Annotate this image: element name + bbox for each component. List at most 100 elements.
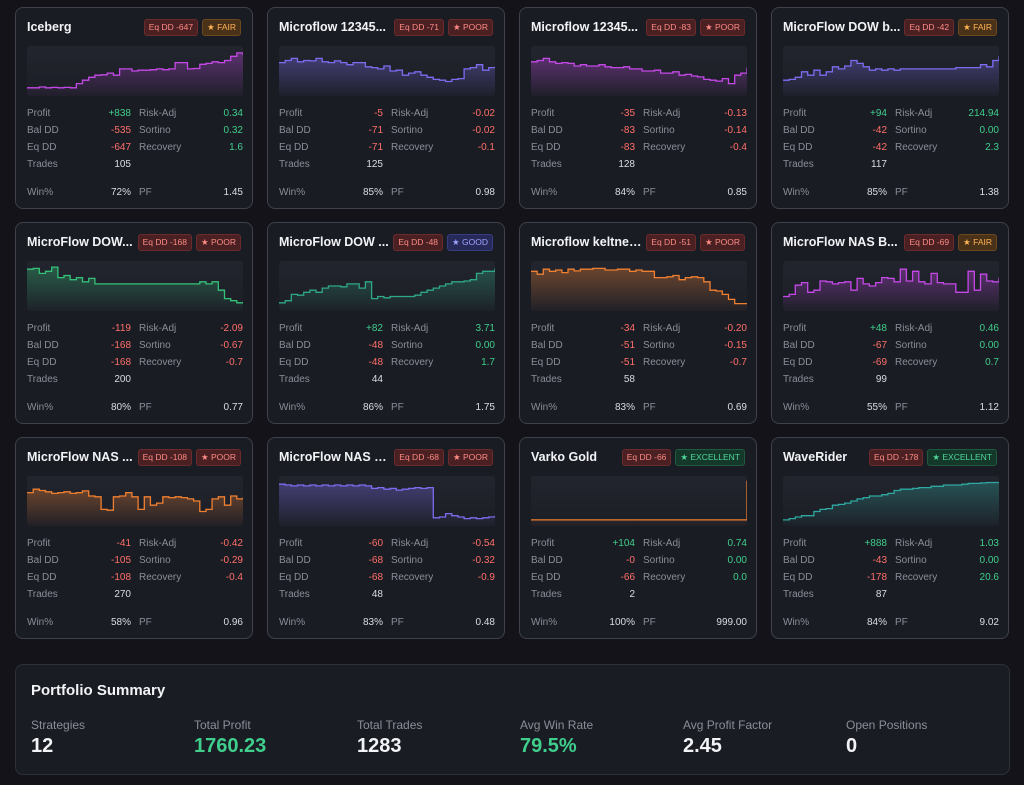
trades-value: 117 [871, 159, 887, 170]
sortino-label: Sortino [391, 125, 423, 136]
trades-label: Trades [279, 374, 310, 385]
recovery-label: Recovery [139, 357, 182, 368]
card-header: MicroFlow DOW ... Eq DD -48 ★ GOOD [279, 223, 493, 261]
pf-label: PF [391, 187, 404, 198]
strategy-name: Microflow keltner... [531, 235, 643, 249]
bal-dd-label: Bal DD [783, 125, 815, 136]
sortino-value: -0.29 [220, 555, 243, 566]
eq-dd-value: -168 [110, 357, 131, 368]
sparkline-fill [783, 56, 999, 96]
recovery-value: 20.6 [979, 572, 999, 583]
bal-dd-value: -43 [872, 555, 887, 566]
bal-dd-label: Bal DD [531, 555, 563, 566]
trades-value: 200 [114, 374, 131, 385]
trades-value: 99 [875, 374, 887, 385]
strategy-name: MicroFlow DOW... [27, 235, 133, 249]
summary-metric: Total Profit 1760.23 [194, 718, 357, 758]
profit-value: +82 [366, 323, 383, 334]
strategy-card[interactable]: Varko Gold Eq DD -66 ★ EXCELLENT Profit … [519, 437, 757, 639]
card-header: MicroFlow NAS B... Eq DD -69 ★ FAIR [783, 223, 997, 261]
recovery-label: Recovery [391, 357, 434, 368]
pf-value: 1.45 [223, 187, 243, 198]
strategy-card[interactable]: MicroFlow DOW b... Eq DD -42 ★ FAIR Prof… [771, 7, 1009, 209]
recovery-value: -0.1 [477, 142, 495, 153]
strategy-card[interactable]: WaveRider Eq DD -178 ★ EXCELLENT Profit … [771, 437, 1009, 639]
pf-value: 0.77 [223, 402, 243, 413]
pf-label: PF [139, 402, 152, 413]
eq-dd-label: Eq DD [531, 357, 561, 368]
stats-grid: Profit +104 Risk-Adj 0.74 Bal DD -0 Sort… [531, 535, 747, 603]
sortino-value: 0.00 [727, 555, 747, 566]
strategy-card[interactable]: MicroFlow NAS ... Eq DD -108 ★ POOR Prof… [15, 437, 253, 639]
rating-badge: ★ FAIR [202, 18, 241, 36]
trades-label: Trades [27, 589, 58, 600]
bal-dd-value: -67 [872, 340, 887, 351]
strategy-card[interactable]: MicroFlow NAS S... Eq DD -68 ★ POOR Prof… [267, 437, 505, 639]
stats-grid: Profit -34 Risk-Adj -0.20 Bal DD -51 Sor… [531, 320, 747, 388]
card-header: WaveRider Eq DD -178 ★ EXCELLENT [783, 438, 997, 476]
rating-badge: ★ EXCELLENT [927, 448, 997, 466]
sparkline-line [531, 57, 747, 85]
card-footer: Win% 84% PF 9.02 [783, 616, 999, 630]
strategy-name: MicroFlow DOW b... [783, 20, 901, 34]
strategy-card[interactable]: MicroFlow DOW ... Eq DD -48 ★ GOOD Profi… [267, 222, 505, 424]
risk-adj-value: 214.94 [968, 108, 999, 119]
profit-label: Profit [27, 323, 51, 334]
eq-dd-value: -48 [368, 357, 383, 368]
win-value: 83% [614, 402, 635, 413]
sortino-label: Sortino [895, 340, 927, 351]
win-value: 85% [866, 187, 887, 198]
eq-dd-value: -108 [110, 572, 131, 583]
equity-sparkline [531, 476, 747, 526]
recovery-value: -0.7 [729, 357, 747, 368]
trades-label: Trades [531, 589, 562, 600]
recovery-label: Recovery [895, 142, 938, 153]
sparkline-fill [783, 269, 999, 311]
sparkline-fill [279, 268, 495, 311]
metric-label: Total Profit [194, 718, 251, 732]
summary-title: Portfolio Summary [31, 682, 166, 699]
recovery-value: 1.7 [481, 357, 495, 368]
card-header: Microflow 12345... Eq DD -71 ★ POOR [279, 8, 493, 46]
metric-label: Open Positions [846, 718, 928, 732]
risk-adj-label: Risk-Adj [391, 323, 429, 334]
win-value: 80% [110, 402, 131, 413]
profit-value: +838 [108, 108, 131, 119]
risk-adj-label: Risk-Adj [643, 323, 681, 334]
sparkline-line [27, 266, 243, 304]
risk-adj-label: Risk-Adj [139, 323, 177, 334]
trades-label: Trades [783, 589, 814, 600]
strategy-card[interactable]: Iceberg Eq DD -647 ★ FAIR Profit +838 Ri… [15, 7, 253, 209]
strategy-card[interactable]: MicroFlow DOW... Eq DD -168 ★ POOR Profi… [15, 222, 253, 424]
recovery-value: 2.3 [985, 142, 999, 153]
eq-dd-badge: Eq DD -647 [143, 18, 199, 36]
sparkline-fill [27, 489, 243, 526]
eq-dd-label: Eq DD [531, 572, 561, 583]
strategy-card[interactable]: Microflow 12345... Eq DD -71 ★ POOR Prof… [267, 7, 505, 209]
sortino-label: Sortino [643, 555, 675, 566]
equity-sparkline [27, 261, 243, 311]
metric-label: Avg Profit Factor [683, 718, 773, 732]
rating-badge: ★ POOR [195, 233, 241, 251]
profit-value: +888 [864, 538, 887, 549]
pf-label: PF [895, 617, 908, 628]
sparkline-line [279, 57, 495, 83]
bal-dd-value: -105 [110, 555, 131, 566]
sortino-label: Sortino [895, 555, 927, 566]
strategy-name: Microflow 12345... [531, 20, 638, 34]
eq-dd-label: Eq DD [783, 142, 813, 153]
strategy-card[interactable]: Microflow keltner... Eq DD -51 ★ POOR Pr… [519, 222, 757, 424]
strategy-card[interactable]: MicroFlow NAS B... Eq DD -69 ★ FAIR Prof… [771, 222, 1009, 424]
trades-label: Trades [531, 374, 562, 385]
sortino-value: -0.02 [472, 125, 495, 136]
card-header: MicroFlow NAS ... Eq DD -108 ★ POOR [27, 438, 241, 476]
sortino-value: 0.00 [475, 340, 495, 351]
win-value: 84% [866, 617, 887, 628]
profit-value: -35 [620, 108, 635, 119]
win-label: Win% [279, 187, 306, 198]
card-header: Microflow keltner... Eq DD -51 ★ POOR [531, 223, 745, 261]
sparkline-line [279, 268, 495, 304]
equity-sparkline [279, 46, 495, 96]
strategy-card[interactable]: Microflow 12345... Eq DD -83 ★ POOR Prof… [519, 7, 757, 209]
eq-dd-label: Eq DD [27, 572, 57, 583]
